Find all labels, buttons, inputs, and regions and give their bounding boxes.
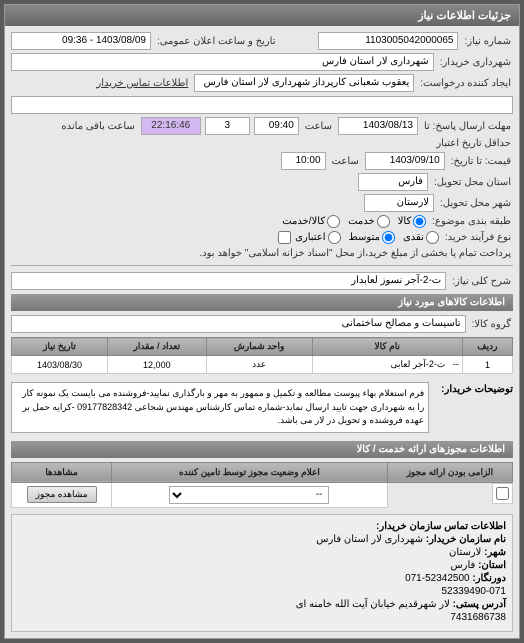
permit-required-checkbox[interactable] bbox=[496, 487, 509, 500]
payment-radio-medium[interactable] bbox=[382, 231, 395, 244]
org-name-value: شهرداری لار استان فارس bbox=[316, 534, 423, 545]
need-summary-label: شرح کلی نیاز: bbox=[450, 276, 513, 287]
cell-row: 1 bbox=[462, 356, 512, 374]
credit-date: 1403/09/10 bbox=[365, 152, 445, 170]
phone2-value: 52339490-071 bbox=[441, 586, 506, 597]
delivery-city-value: لارستان bbox=[364, 194, 434, 212]
permits-section-title: اطلاعات مجوزهای ارائه خدمت / کالا bbox=[11, 441, 513, 458]
request-no-label: شماره نیاز: bbox=[462, 36, 513, 47]
announce-datetime-value: 1403/08/09 - 09:36 bbox=[11, 32, 151, 50]
remaining-label: ساعت باقی مانده bbox=[59, 121, 136, 132]
permits-table: الزامی بودن ارائه مجوز اعلام وضعیت مجوز … bbox=[11, 462, 513, 508]
package-radio-service[interactable] bbox=[377, 215, 390, 228]
cell-qty: 12,000 bbox=[107, 356, 206, 374]
remaining-days: 3 bbox=[205, 117, 250, 135]
city-value: لارستان bbox=[449, 547, 481, 558]
payment-opt-credit[interactable]: اعتباری bbox=[295, 231, 340, 244]
col-need-date: تاریخ نیاز bbox=[12, 338, 108, 356]
deadline-time: 09:40 bbox=[254, 117, 299, 135]
permit-col-required: الزامی بودن ارائه مجوز bbox=[387, 462, 512, 482]
treasury-checkbox[interactable] bbox=[278, 231, 291, 244]
cell-name: ت-2-آجر لعابی bbox=[391, 359, 446, 369]
buyer-muni-value: شهرداری لار استان فارس bbox=[11, 53, 434, 71]
cell-need-date: 1403/08/30 bbox=[12, 356, 108, 374]
package-type-group: کالا خدمت کالا/خدمت bbox=[282, 215, 426, 228]
buyer-contact-field bbox=[11, 96, 513, 114]
col-name: نام کالا bbox=[312, 338, 462, 356]
announce-datetime-label: تاریخ و ساعت اعلان عمومی: bbox=[155, 36, 278, 47]
package-opt-service-label: خدمت bbox=[348, 216, 375, 227]
requester-label: ایجاد کننده درخواست: bbox=[418, 78, 513, 89]
permit-col-status: اعلام وضعیت مجوز توسط تامین کننده bbox=[112, 462, 388, 482]
payment-type-group: نقدی متوسط اعتباری bbox=[295, 231, 439, 244]
col-row: ردیف bbox=[462, 338, 512, 356]
permit-col-view: مشاهدها bbox=[12, 462, 112, 482]
buyer-org-contact-box: اطلاعات تماس سازمان خریدار: نام سازمان خ… bbox=[11, 514, 513, 632]
items-table: ردیف نام کالا واحد شمارش تعداد / مقدار ت… bbox=[11, 337, 513, 374]
package-opt-goods[interactable]: کالا bbox=[398, 215, 427, 228]
phone-value: 52342500-071 bbox=[405, 573, 470, 584]
deadline-label: مهلت ارسال پاسخ: تا bbox=[422, 121, 513, 132]
contact-title: اطلاعات تماس سازمان خریدار: bbox=[376, 521, 506, 532]
buyer-muni-label: شهرداری خریدار: bbox=[438, 57, 513, 68]
credit-time: 10:00 bbox=[281, 152, 326, 170]
panel-body: شماره نیاز: 1103005042000065 تاریخ و ساع… bbox=[5, 26, 519, 638]
package-radio-goods[interactable] bbox=[413, 215, 426, 228]
need-summary-value: ت-2-آجر نسوز لعابدار bbox=[11, 272, 446, 290]
postal-addr-value: لار شهرقدیم خیابان آیت الله خامنه ای bbox=[296, 599, 450, 610]
buyer-contact-link[interactable]: اطلاعات تماس خریدار bbox=[94, 78, 190, 89]
col-qty: تعداد / مقدار bbox=[107, 338, 206, 356]
goods-group-label: گروه کالا: bbox=[470, 319, 513, 330]
time-label-2: ساعت bbox=[330, 156, 361, 167]
org-name-label: نام سازمان خریدار: bbox=[426, 534, 506, 545]
delivery-province-value: فارس bbox=[358, 173, 428, 191]
package-opt-goods-label: کالا bbox=[398, 216, 412, 227]
package-opt-service[interactable]: خدمت bbox=[348, 215, 390, 228]
remaining-time: 22:16:46 bbox=[141, 117, 201, 135]
items-section-title: اطلاعات کالاهای مورد نیاز bbox=[11, 294, 513, 311]
deadline-date: 1403/08/13 bbox=[338, 117, 418, 135]
payment-opt-cash[interactable]: نقدی bbox=[403, 231, 439, 244]
col-unit: واحد شمارش bbox=[206, 338, 312, 356]
payment-opt-medium[interactable]: متوسط bbox=[349, 231, 395, 244]
payment-note: پرداخت تمام یا بخشی از مبلغ خرید،از محل … bbox=[197, 248, 513, 259]
permit-row: -- مشاهده مجوز bbox=[12, 482, 513, 507]
package-type-label: طبقه بندی موضوع: bbox=[430, 216, 513, 227]
permit-status-select[interactable]: -- bbox=[169, 486, 329, 504]
payment-type-label: نوع فرآیند خرید: bbox=[443, 232, 513, 243]
city-label: شهر: bbox=[484, 547, 506, 558]
payment-opt-credit-label: اعتباری bbox=[295, 232, 325, 243]
package-opt-both[interactable]: کالا/خدمت bbox=[282, 215, 340, 228]
phone-label: دورنگار: bbox=[472, 573, 506, 584]
delivery-province-label: استان محل تحویل: bbox=[432, 177, 513, 188]
delivery-city-label: شهر محل تحویل: bbox=[438, 198, 513, 209]
postal-code-value: 7431686738 bbox=[450, 612, 506, 623]
buyer-notes-value: فرم استعلام بهاء پیوست مطالعه و تکمیل و … bbox=[11, 382, 429, 433]
province-value: فارس bbox=[450, 560, 475, 571]
goods-group-value: تاسیسات و مصالح ساختمانی bbox=[11, 315, 466, 333]
time-label-1: ساعت bbox=[303, 121, 334, 132]
buyer-notes-label: توضیحات خریدار: bbox=[441, 378, 513, 433]
payment-opt-medium-label: متوسط bbox=[349, 232, 380, 243]
cell-extra: -- bbox=[453, 359, 459, 369]
package-opt-both-label: کالا/خدمت bbox=[282, 216, 325, 227]
package-radio-both[interactable] bbox=[327, 215, 340, 228]
cell-unit: عدد bbox=[206, 356, 312, 374]
payment-radio-cash[interactable] bbox=[426, 231, 439, 244]
payment-opt-cash-label: نقدی bbox=[403, 232, 424, 243]
request-no-value: 1103005042000065 bbox=[318, 32, 458, 50]
requester-value: یعقوب شعبانی کارپرداز شهرداری لار استان … bbox=[194, 74, 414, 92]
need-details-panel: جزئیات اطلاعات نیاز شماره نیاز: 11030050… bbox=[4, 4, 520, 639]
payment-radio-credit[interactable] bbox=[328, 231, 341, 244]
view-permit-button[interactable]: مشاهده مجوز bbox=[27, 486, 97, 503]
panel-title: جزئیات اطلاعات نیاز bbox=[5, 5, 519, 26]
credit-deadline-label: حداقل تاریخ اعتبار bbox=[434, 138, 513, 149]
province-label: استان: bbox=[478, 560, 506, 571]
table-row: 1 -- ت-2-آجر لعابی عدد 12,000 1403/08/30 bbox=[12, 356, 513, 374]
price-until-label: قیمت: تا تاریخ: bbox=[449, 156, 513, 167]
postal-addr-label: آدرس پستی: bbox=[453, 599, 506, 610]
